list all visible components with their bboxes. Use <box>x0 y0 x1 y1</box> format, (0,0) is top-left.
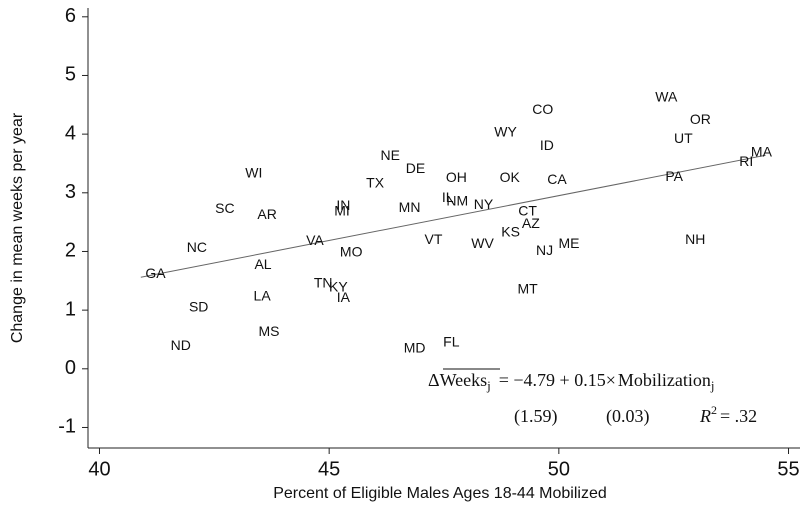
point-label: LA <box>254 287 272 303</box>
point-label: WY <box>494 124 517 140</box>
r-squared-part: R <box>699 406 711 426</box>
point-label: NM <box>446 192 468 208</box>
point-label: DE <box>406 160 425 176</box>
point-label: MN <box>399 199 421 215</box>
point-label: RI <box>739 153 753 169</box>
point-label: CT <box>518 202 537 218</box>
point-label: GA <box>145 265 166 281</box>
point-label: UT <box>674 130 693 146</box>
equation-part: j <box>486 378 491 393</box>
r-squared-part: 2 <box>711 403 717 417</box>
point-label: WI <box>245 165 262 181</box>
x-tick-label: 55 <box>777 458 799 480</box>
equation: ΔWeeksj = −4.79 + 0.15× Mobilizationj <box>428 370 714 393</box>
point-label: ME <box>558 235 579 251</box>
y-tick-label: 4 <box>65 122 76 144</box>
point-label: MS <box>258 323 279 339</box>
r-squared: R2 = .32 <box>699 403 757 426</box>
y-tick-label: 2 <box>65 240 76 262</box>
point-label: FL <box>443 334 460 350</box>
point-label: NY <box>474 196 494 212</box>
equation-part: Mobilization <box>618 370 711 390</box>
y-tick-label: 1 <box>65 298 76 320</box>
y-tick-label: 0 <box>65 357 76 379</box>
point-label: NH <box>685 231 705 247</box>
point-label: OH <box>446 169 467 185</box>
point-label: IA <box>337 289 351 305</box>
point-label: SD <box>189 298 208 314</box>
fit-line <box>140 154 766 278</box>
point-label: MA <box>751 144 773 160</box>
point-label: KS <box>501 223 520 239</box>
y-axis-title: Change in mean weeks per year <box>9 112 26 343</box>
point-label: MO <box>340 243 363 259</box>
point-label: PA <box>665 168 683 184</box>
point-label: IN <box>336 197 350 213</box>
y-tick-label: -1 <box>58 416 76 438</box>
r-squared-part: = .32 <box>720 406 757 426</box>
point-label: AR <box>257 206 276 222</box>
point-label: OR <box>690 111 711 127</box>
x-axis-title: Percent of Eligible Males Ages 18-44 Mob… <box>273 485 607 502</box>
point-label: VT <box>424 231 442 247</box>
point-label: MI <box>334 202 350 218</box>
point-label: SC <box>215 200 234 216</box>
point-label: MT <box>517 280 538 296</box>
point-label: NE <box>381 147 400 163</box>
point-label: VA <box>306 232 324 248</box>
point-label: WV <box>471 235 494 251</box>
equation-part: = −4.79 + 0.15× <box>499 370 616 390</box>
point-label: NC <box>187 239 207 255</box>
y-tick-label: 3 <box>65 181 76 203</box>
point-label: CA <box>547 171 567 187</box>
point-label: IL <box>442 189 454 205</box>
point-label: TN <box>314 274 333 290</box>
point-label: TX <box>366 175 385 191</box>
point-label: CO <box>532 101 553 117</box>
standard-error: (1.59) <box>514 406 558 427</box>
y-tick-label: 6 <box>65 5 76 27</box>
point-label: ID <box>540 137 554 153</box>
equation-part: Weeks <box>440 370 488 390</box>
point-label: KY <box>329 279 348 295</box>
point-label: WA <box>655 88 678 104</box>
point-label: AL <box>254 256 271 272</box>
point-label: AZ <box>522 215 540 231</box>
point-label: OK <box>500 169 521 185</box>
point-label: MD <box>404 340 426 356</box>
x-tick-label: 40 <box>88 458 110 480</box>
equation-part: Δ <box>428 370 440 390</box>
point-label: ND <box>171 337 191 353</box>
y-tick-label: 5 <box>65 64 76 86</box>
x-tick-label: 45 <box>318 458 340 480</box>
equation-part: j <box>710 378 715 393</box>
point-label: NJ <box>536 242 553 258</box>
standard-error: (0.03) <box>606 406 650 427</box>
x-tick-label: 50 <box>548 458 570 480</box>
